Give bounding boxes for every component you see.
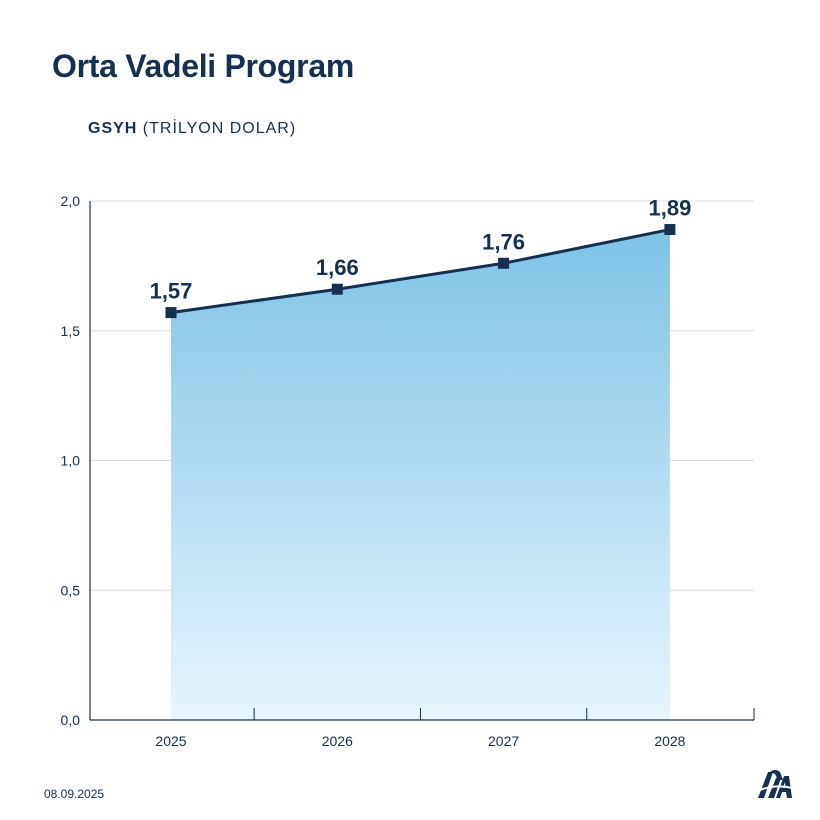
axes [89, 201, 755, 721]
x-tick-label: 2027 [488, 733, 519, 749]
x-tick-label: 2026 [322, 733, 353, 749]
y-tick-label: 1,5 [61, 323, 81, 339]
data-label-2026: 1,66 [316, 255, 359, 280]
data-labels: 1,57 1,66 1,76 1,89 [150, 196, 692, 304]
chart-title: Orta Vadeli Program [52, 48, 354, 84]
series-line-group [165, 224, 676, 319]
series-line [170, 228, 671, 315]
y-tick-label: 0,5 [61, 582, 81, 598]
data-point-2026 [331, 283, 343, 295]
x-tick-label: 2028 [654, 733, 685, 749]
data-point-2025 [165, 307, 177, 319]
data-label-2028: 1,89 [648, 196, 691, 221]
subtitle-unit: (TRİLYON DOLAR) [142, 120, 297, 137]
area-fill-group [171, 229, 670, 721]
data-point-2027 [498, 257, 510, 269]
y-tick-label: 0,0 [61, 712, 81, 728]
publish-date: 08.09.2025 [44, 787, 105, 801]
data-point-2028 [664, 224, 676, 236]
area-fill [171, 229, 670, 721]
subtitle-metric: GSYH [88, 120, 138, 137]
x-tick-label: 2025 [155, 733, 186, 749]
y-tick-label: 1,0 [61, 453, 81, 469]
data-label-2025: 1,57 [150, 279, 193, 304]
y-tick-labels: 0,0 0,5 1,0 1,5 2,0 [61, 193, 81, 728]
data-label-2027: 1,76 [482, 229, 525, 254]
y-tick-label: 2,0 [61, 193, 81, 209]
chart-subtitle: GSYH (TRİLYON DOLAR) [88, 120, 296, 138]
aa-logo-icon [758, 770, 793, 798]
x-tick-labels: 2025 2026 2027 2028 [155, 733, 685, 749]
